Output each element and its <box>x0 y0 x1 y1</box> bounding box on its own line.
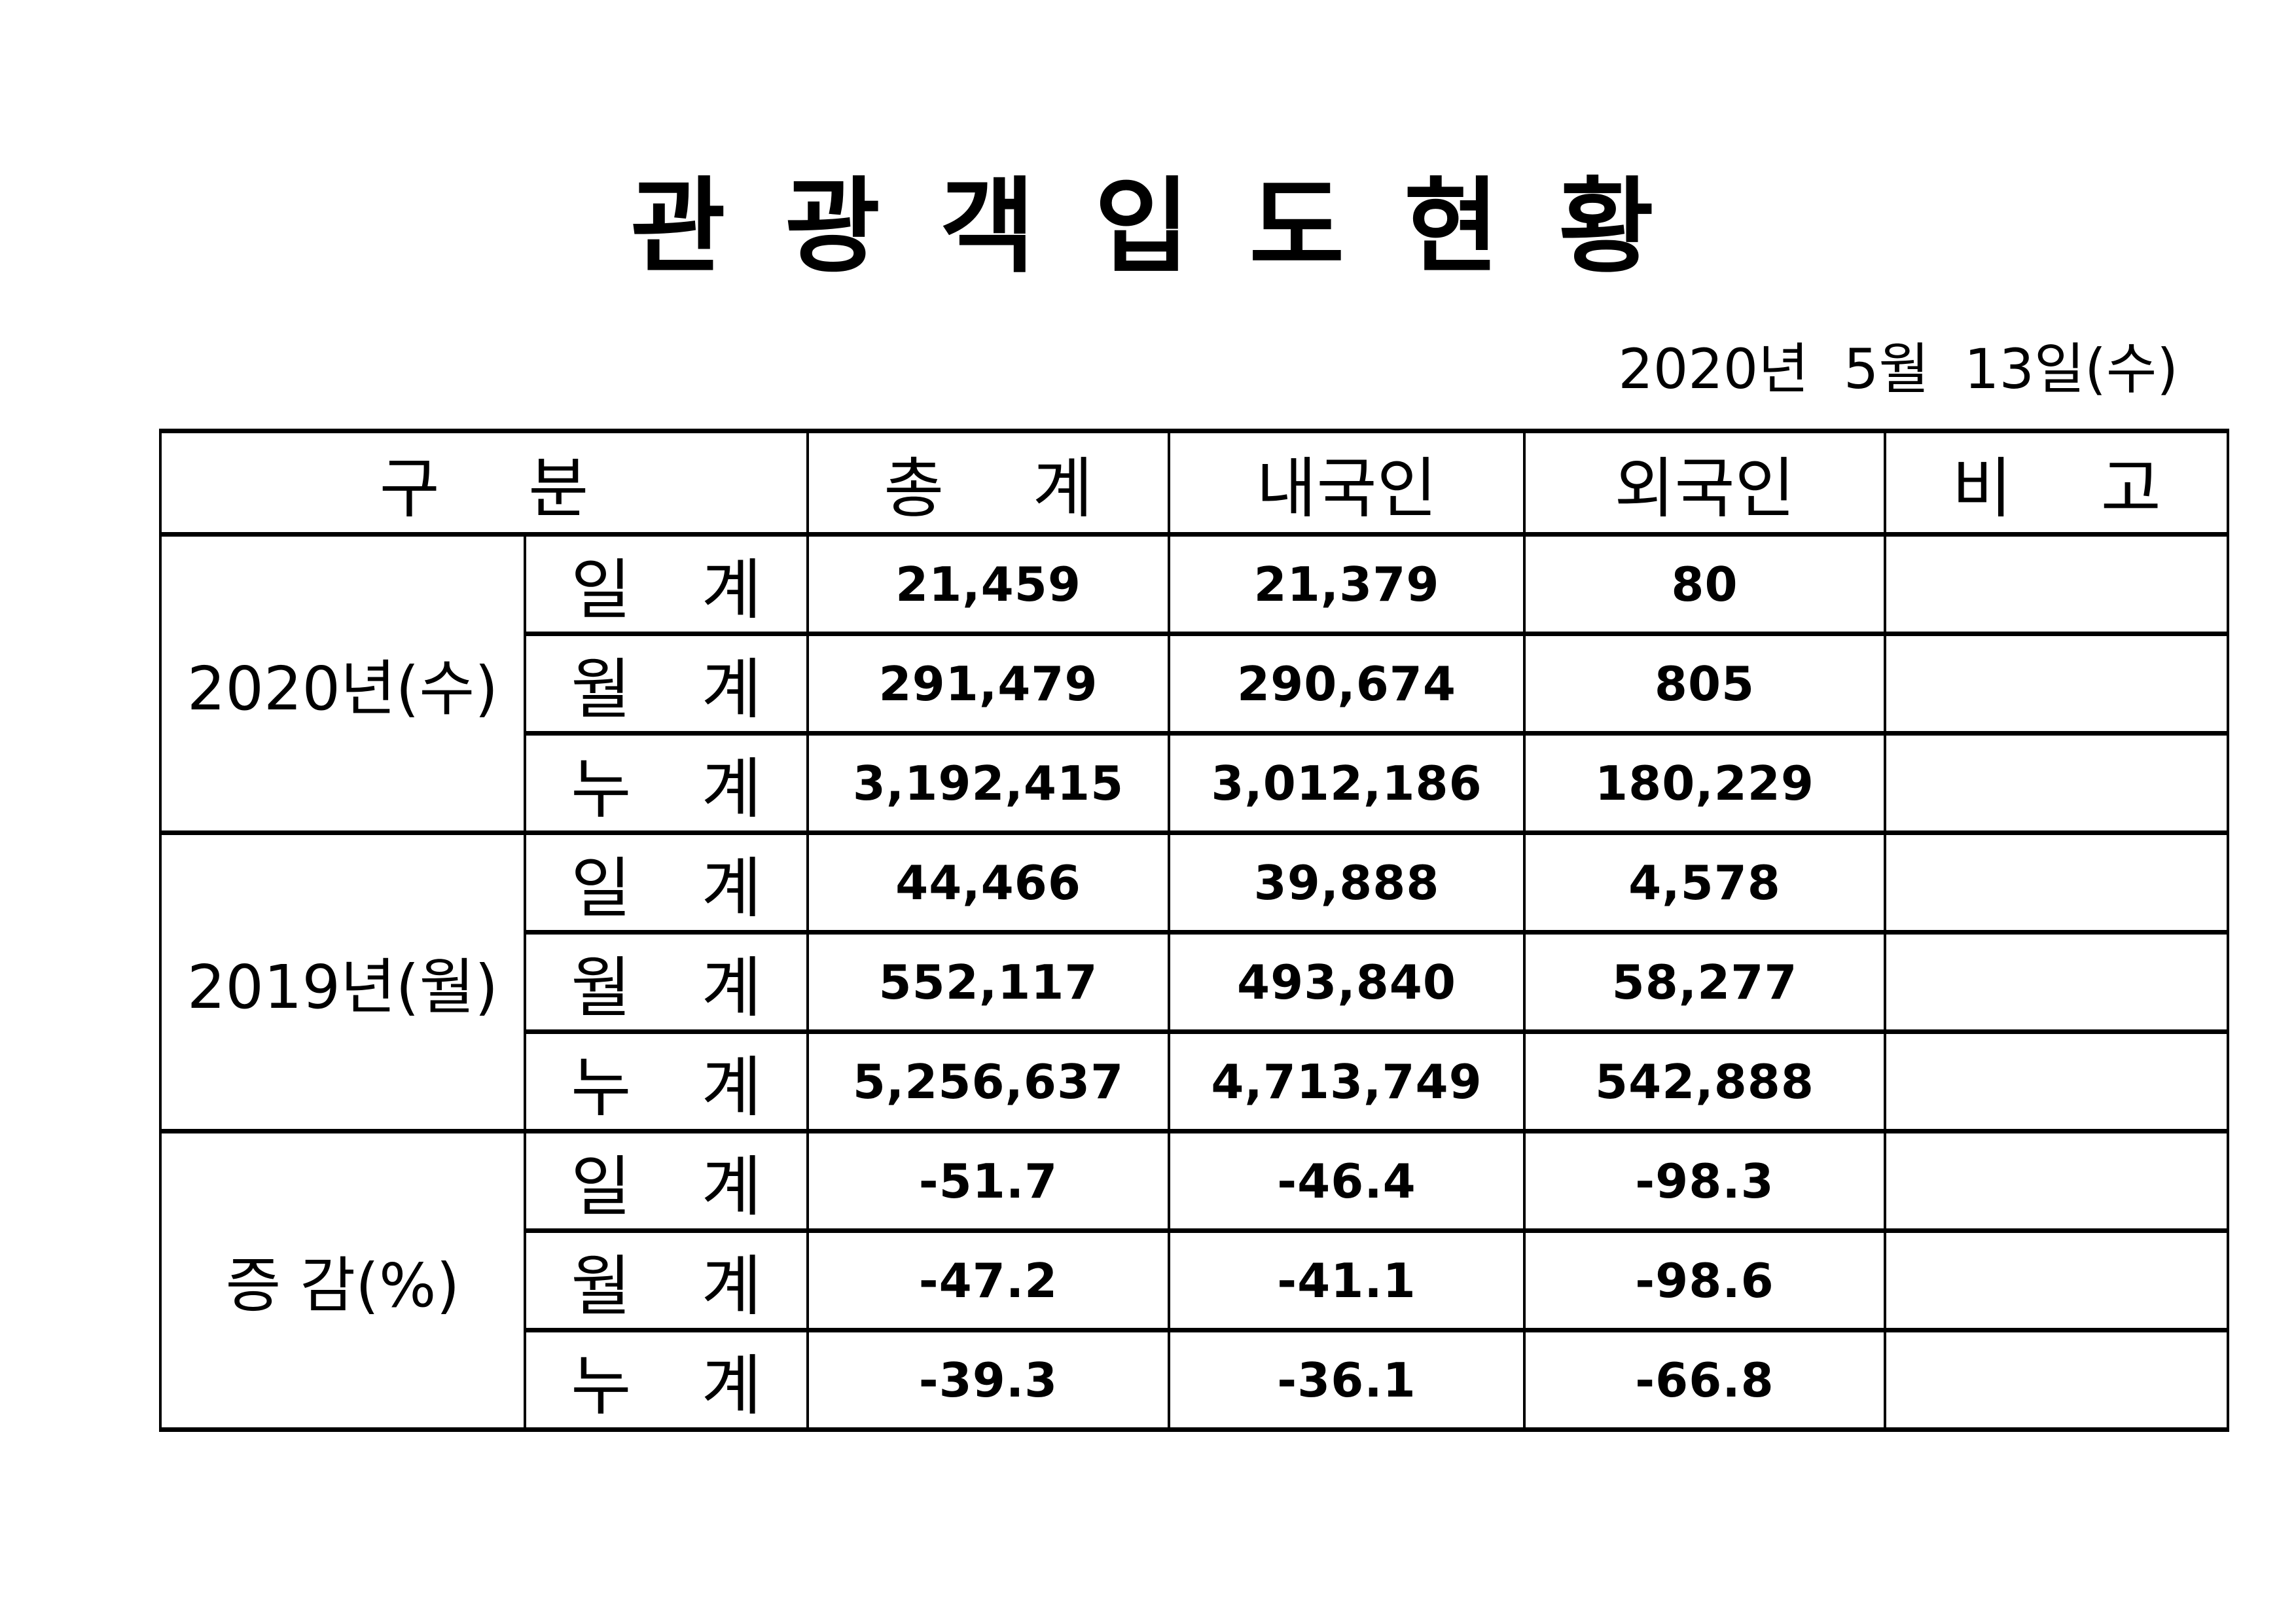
page-title: 관 광 객 입 도 현 황 <box>630 167 1666 287</box>
cell-domestic: -46.4 <box>1168 1129 1526 1233</box>
cell-domestic: -36.1 <box>1168 1328 1526 1432</box>
cell-remark <box>1884 830 2230 935</box>
cell-total: -47.2 <box>806 1228 1171 1332</box>
header-total: 총 계 <box>806 429 1171 537</box>
group-label-2019: 2019년(월) <box>159 830 526 1133</box>
cell-total: 552,117 <box>806 930 1171 1034</box>
cell-domestic: 21,379 <box>1168 532 1526 636</box>
report-date: 2020년 5월 13일(수) <box>1618 337 2178 401</box>
cell-total: -39.3 <box>806 1328 1171 1432</box>
cell-foreign: 180,229 <box>1523 731 1887 835</box>
header-domestic: 내국인 <box>1168 429 1526 537</box>
row-label-cumulative: 누 계 <box>523 1328 810 1432</box>
cell-foreign: 80 <box>1523 532 1887 636</box>
cell-foreign: -66.8 <box>1523 1328 1887 1432</box>
table-row: 누 계 5,256,637 4,713,749 542,888 <box>160 1029 2230 1133</box>
row-label-monthly: 월 계 <box>523 1228 810 1332</box>
cell-remark <box>1884 1228 2230 1332</box>
table-row: 월 계 291,479 290,674 805 <box>160 632 2230 736</box>
cell-domestic: 39,888 <box>1168 830 1526 935</box>
cell-remark <box>1884 930 2230 1034</box>
row-label-monthly: 월 계 <box>523 632 810 736</box>
cell-remark <box>1884 1328 2230 1432</box>
header-remarks: 비 고 <box>1884 429 2230 537</box>
table-row: 증 감(%) 일 계 -51.7 -46.4 -98.3 <box>159 1129 2230 1432</box>
group-label-2020: 2020년(수) <box>159 532 526 835</box>
cell-total: 44,466 <box>806 830 1171 935</box>
header-category: 구 분 <box>158 429 810 537</box>
cell-remark <box>1884 1029 2230 1133</box>
row-label-daily: 일 계 <box>523 532 810 636</box>
cell-remark <box>1884 632 2230 736</box>
header-row: 구 분 총 계 내국인 외국인 비 고 <box>158 429 2230 537</box>
cell-foreign: -98.6 <box>1523 1228 1887 1332</box>
cell-domestic: -41.1 <box>1168 1228 1526 1332</box>
table-row: 누 계 -39.3 -36.1 -66.8 <box>160 1328 2230 1432</box>
row-label-daily: 일 계 <box>523 1129 810 1233</box>
cell-foreign: 4,578 <box>1523 830 1887 935</box>
cell-domestic: 4,713,749 <box>1168 1029 1526 1133</box>
cell-remark <box>1884 532 2230 636</box>
cell-foreign: 805 <box>1523 632 1887 736</box>
header-foreign: 외국인 <box>1523 429 1887 537</box>
cell-domestic: 290,674 <box>1168 632 1526 736</box>
cell-total: 5,256,637 <box>806 1029 1171 1133</box>
row-label-cumulative: 누 계 <box>523 1029 810 1133</box>
cell-foreign: -98.3 <box>1523 1129 1887 1233</box>
cell-total: 3,192,415 <box>806 731 1171 835</box>
table-row: 월 계 552,117 493,840 58,277 <box>160 930 2230 1034</box>
row-label-daily: 일 계 <box>523 830 810 935</box>
cell-foreign: 58,277 <box>1523 930 1887 1034</box>
table-row: 월 계 -47.2 -41.1 -98.6 <box>160 1228 2230 1332</box>
table-row: 누 계 3,192,415 3,012,186 180,229 <box>160 731 2230 835</box>
tourist-arrival-table: 구 분 총 계 내국인 외국인 비 고 2020년(수) 일 계 21,459 … <box>158 429 2230 1432</box>
table-row: 2019년(월) 일 계 44,466 39,888 4,578 <box>159 830 2230 1133</box>
cell-total: 291,479 <box>806 632 1171 736</box>
cell-remark <box>1884 731 2230 835</box>
row-label-cumulative: 누 계 <box>523 731 810 835</box>
table-row: 2020년(수) 일 계 21,459 21,379 80 <box>159 532 2230 835</box>
cell-domestic: 3,012,186 <box>1168 731 1526 835</box>
group-label-change: 증 감(%) <box>159 1129 526 1432</box>
row-label-monthly: 월 계 <box>523 930 810 1034</box>
cell-foreign: 542,888 <box>1523 1029 1887 1133</box>
cell-total: 21,459 <box>806 532 1171 636</box>
cell-domestic: 493,840 <box>1168 930 1526 1034</box>
cell-total: -51.7 <box>806 1129 1171 1233</box>
cell-remark <box>1884 1129 2230 1233</box>
